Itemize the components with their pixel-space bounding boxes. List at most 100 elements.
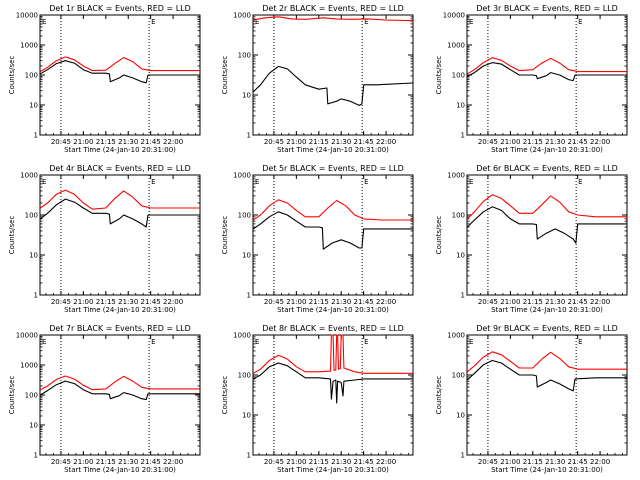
x-axis-label: Start Time (24-Jan-10 20:31:00) [491,146,603,154]
y-tick-label: 100 [452,372,465,380]
y-tick-label: 10 [242,92,251,100]
y-tick-label: 100 [25,212,38,220]
x-tick-label: 21:15 [309,138,329,146]
y-tick-label: 1000 [233,332,251,340]
series-line-events [253,362,413,404]
plot-frame [466,334,628,456]
series-line-events [40,380,200,401]
x-tick-label: 22:00 [376,298,396,306]
e-marker: E [255,178,259,186]
x-tick-label: 21:30 [545,298,565,306]
y-axis-label: Counts/sec [221,216,229,255]
y-tick-label: 1000 [447,42,465,50]
chart-panel-9: Det 9r BLACK = Events, RED = LLD 1 10 100 10… [435,324,628,474]
x-tick-label: 21:00 [500,138,520,146]
series-line-events [466,359,627,392]
series-line-lld [253,334,413,374]
e-marker: E [151,18,155,26]
y-tick-label: 100 [25,392,38,400]
x-tick-label: 22:00 [376,138,396,146]
x-tick-label: 21:00 [73,458,93,466]
x-tick-label: 21:15 [523,298,543,306]
y-tick-label: 10000 [16,332,38,340]
y-tick-label: 1 [247,132,251,140]
y-tick-label: 100 [238,372,251,380]
y-axis-label: Counts/sec [435,216,443,255]
e-marker: E [469,338,473,346]
x-axis-label: Start Time (24-Jan-10 20:31:00) [491,466,603,474]
series-line-lld [39,189,200,210]
series-line-lld [466,194,627,220]
x-tick-label: 21:15 [523,458,543,466]
chart-title: Det 3r BLACK = Events, RED = LLD [476,4,618,13]
x-tick-label: 20:45 [478,298,498,306]
x-axis-label: Start Time (24-Jan-10 20:31:00) [64,146,176,154]
y-tick-label: 100 [452,212,465,220]
x-tick-label: 21:45 [354,138,374,146]
y-tick-label: 1 [34,452,38,460]
x-tick-label: 21:30 [118,298,138,306]
x-axis-label: Start Time (24-Jan-10 20:31:00) [277,466,389,474]
chart-title: Det 8r BLACK = Events, RED = LLD [262,324,404,333]
chart-panel-8: Det 8r BLACK = Events, RED = LLD 1 10 100 10… [221,324,414,474]
x-tick-label: 21:30 [118,138,138,146]
y-tick-label: 10 [242,252,251,260]
series-line-events [252,211,413,250]
e-marker: E [469,178,473,186]
e-marker: E [364,338,368,346]
y-tick-label: 10 [29,252,38,260]
x-tick-label: 21:00 [286,458,306,466]
e-marker: E [255,338,259,346]
series-line-lld [467,57,627,75]
x-tick-label: 21:45 [568,298,588,306]
series-line-lld [40,56,200,73]
x-axis-label: Start Time (24-Jan-10 20:31:00) [64,306,176,314]
e-marker: E [42,18,46,26]
chart-panel-4: Det 4r BLACK = Events, RED = LLD 1 10 100 10… [8,164,201,314]
x-tick-label: 21:30 [331,458,351,466]
x-tick-label: 20:45 [51,458,71,466]
y-tick-label: 1000 [233,12,251,20]
x-tick-label: 21:15 [309,458,329,466]
x-tick-label: 22:00 [590,138,610,146]
series-line-events [40,60,200,84]
e-marker: E [364,18,368,26]
y-tick-label: 1000 [20,172,38,180]
y-axis-label: Counts/sec [8,376,16,415]
series-line-events [252,65,414,106]
chart-title: Det 2r BLACK = Events, RED = LLD [262,4,404,13]
x-tick-label: 21:45 [354,458,374,466]
e-marker: E [255,18,259,26]
y-tick-label: 1 [461,292,465,300]
y-tick-label: 10000 [16,12,38,20]
chart-panel-5: Det 5r BLACK = Events, RED = LLD 1 10 100 10… [221,164,414,314]
e-marker: E [578,178,582,186]
y-tick-label: 1000 [447,332,465,340]
y-tick-label: 10000 [443,12,465,20]
x-tick-label: 21:00 [73,298,93,306]
x-tick-label: 22:00 [590,458,610,466]
x-tick-label: 20:45 [51,138,71,146]
y-tick-label: 10 [456,102,465,110]
chart-panel-7: Det 7r BLACK = Events, RED = LLD 1 10 100 10… [8,324,201,474]
y-tick-label: 1 [461,132,465,140]
y-tick-label: 1000 [20,42,38,50]
y-axis-label: Counts/sec [221,56,229,95]
y-tick-label: 1 [247,452,251,460]
y-tick-label: 10 [242,412,251,420]
x-tick-label: 21:30 [545,138,565,146]
y-axis-label: Counts/sec [8,56,16,95]
x-tick-label: 21:00 [500,458,520,466]
x-tick-label: 21:15 [96,138,116,146]
series-line-events [467,62,627,82]
y-tick-label: 1000 [233,172,251,180]
e-marker: E [469,18,473,26]
x-tick-label: 21:15 [96,458,116,466]
e-marker: E [151,178,155,186]
x-tick-label: 20:45 [264,138,284,146]
e-marker: E [578,338,582,346]
x-axis-label: Start Time (24-Jan-10 20:31:00) [277,306,389,314]
chart-panel-2: Det 2r BLACK = Events, RED = LLD 1 10 100 10… [221,4,414,154]
chart-title: Det 9r BLACK = Events, RED = LLD [476,324,618,333]
x-tick-label: 21:00 [286,298,306,306]
